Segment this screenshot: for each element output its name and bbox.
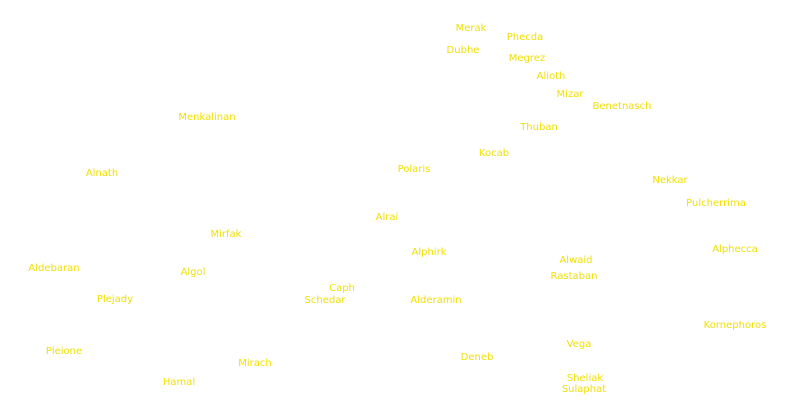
star-label-alrai: Alrai bbox=[375, 212, 399, 223]
star-label-alphirk: Alphirk bbox=[411, 247, 447, 258]
star-label-alnath: Alnath bbox=[85, 168, 119, 179]
star-label-polaris: Polaris bbox=[397, 164, 431, 175]
star-label-hamal: Hamal bbox=[162, 377, 196, 388]
star-label-sheliak: Sheliak bbox=[566, 373, 604, 384]
star-label-pulcherrima: Pulcherrima bbox=[686, 198, 746, 209]
star-label-schedar: Schedar bbox=[304, 295, 346, 306]
star-label-plejady: Plejady bbox=[96, 294, 134, 305]
star-label-kornephoros: Kornephoros bbox=[703, 320, 767, 331]
star-label-alphecca: Alphecca bbox=[712, 244, 758, 255]
star-label-mirach: Mirach bbox=[238, 358, 272, 369]
star-label-deneb: Deneb bbox=[460, 352, 494, 363]
star-label-algol: Algol bbox=[180, 267, 206, 278]
star-label-mizar: Mizar bbox=[556, 89, 584, 100]
star-label-dubhe: Dubhe bbox=[446, 45, 480, 56]
star-label-alderamin: Alderamin bbox=[410, 295, 462, 306]
star-label-megrez: Megrez bbox=[508, 53, 546, 64]
star-label-merak: Merak bbox=[455, 23, 487, 34]
star-label-phecda: Phecda bbox=[506, 32, 544, 43]
star-label-sulaphat: Sulaphat bbox=[561, 384, 607, 395]
star-label-menkalinan: Menkalinan bbox=[178, 112, 236, 123]
star-label-benetnasch: Benetnasch bbox=[592, 101, 652, 112]
star-label-alioth: Alioth bbox=[536, 71, 566, 82]
star-label-mirfak: Mirfak bbox=[210, 229, 242, 240]
star-label-vega: Vega bbox=[566, 339, 592, 350]
star-label-kocab: Kocab bbox=[478, 148, 510, 159]
star-label-rastaban: Rastaban bbox=[550, 271, 598, 282]
star-label-pleione: Pleione bbox=[45, 346, 83, 357]
star-label-alwaid: Alwaid bbox=[559, 255, 593, 266]
star-label-nekkar: Nekkar bbox=[652, 175, 688, 186]
star-label-aldebaran: Aldebaran bbox=[28, 263, 80, 274]
star-label-caph: Caph bbox=[329, 283, 355, 294]
star-label-thuban: Thuban bbox=[520, 122, 558, 133]
